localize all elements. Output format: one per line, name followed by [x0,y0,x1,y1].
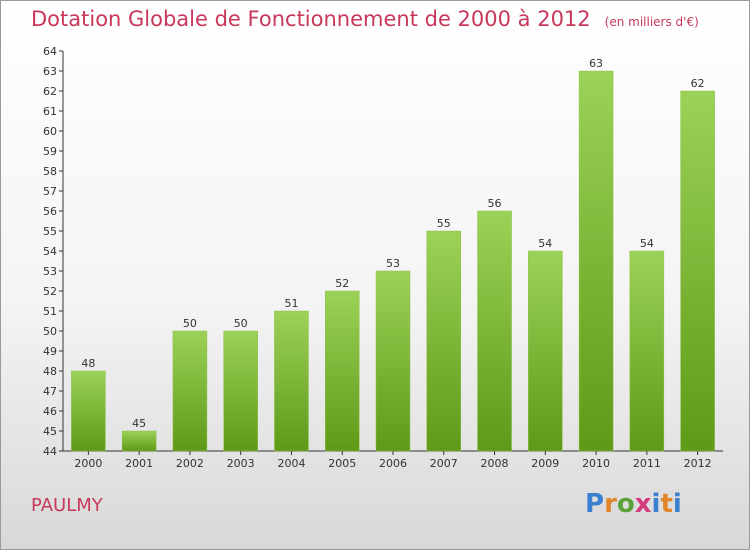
bar-2009 [528,250,563,452]
bar-2003 [223,330,258,452]
logo-letter: t [660,489,673,519]
y-tick-label: 54 [43,245,57,258]
y-tick-label: 52 [43,285,57,298]
x-tick-label-2008: 2008 [481,457,509,470]
bar-2010 [578,70,614,452]
chart-title: Dotation Globale de Fonctionnement de 20… [31,7,699,31]
y-tick-label: 53 [43,265,57,278]
value-label-2000: 48 [81,357,95,370]
y-tick-label: 46 [43,405,57,418]
y-tick-label: 47 [43,385,57,398]
bar-2008 [477,210,512,452]
x-tick-label-2003: 2003 [227,457,255,470]
y-tick-label: 58 [43,165,57,178]
logo-letter: x [634,489,652,519]
value-label-2009: 54 [538,237,552,250]
y-tick-label: 61 [43,105,57,118]
title-text: Dotation Globale de Fonctionnement de 20… [31,7,591,31]
y-tick-label: 57 [43,185,57,198]
bar-2011 [629,250,665,452]
x-tick-label-2001: 2001 [125,457,153,470]
bar-2012 [680,90,715,452]
logo-letter: i [672,489,682,519]
y-tick-label: 50 [43,325,57,338]
value-label-2008: 56 [488,197,502,210]
value-label-2003: 50 [234,317,248,330]
x-tick-label-2007: 2007 [430,457,458,470]
value-label-2002: 50 [183,317,197,330]
bar-2004 [274,310,309,452]
x-tick-label-2005: 2005 [328,457,356,470]
x-tick-label-2009: 2009 [531,457,559,470]
logo-letter: r [604,489,617,519]
title-unit: (en milliers d'€) [604,15,699,29]
value-label-2001: 45 [132,417,146,430]
value-label-2012: 62 [691,77,705,90]
value-label-2010: 63 [589,57,603,70]
value-label-2011: 54 [640,237,654,250]
y-tick-label: 49 [43,345,57,358]
x-tick-label-2012: 2012 [684,457,712,470]
x-tick-label-2010: 2010 [582,457,610,470]
y-tick-label: 55 [43,225,57,238]
y-tick-label: 62 [43,85,57,98]
proxiti-logo: Proxiti [585,489,682,519]
value-label-2004: 51 [284,297,298,310]
value-label-2007: 55 [437,217,451,230]
y-tick-label: 56 [43,205,57,218]
x-tick-label-2004: 2004 [277,457,305,470]
y-tick-label: 64 [43,45,57,58]
commune-name: PAULMY [31,495,103,516]
x-tick-label-2006: 2006 [379,457,407,470]
y-tick-label: 60 [43,125,57,138]
logo-letter: o [616,489,635,519]
value-label-2005: 52 [335,277,349,290]
y-tick-label: 51 [43,305,57,318]
bar-2001 [121,430,157,452]
bar-2000 [71,370,106,452]
value-label-2006: 53 [386,257,400,270]
y-tick-label: 63 [43,65,57,78]
x-tick-label-2011: 2011 [633,457,661,470]
bar-2002 [172,330,208,452]
bar-2007 [426,230,462,452]
y-tick-label: 44 [43,445,57,458]
bar-2006 [375,270,411,452]
logo-letter: i [651,489,661,519]
logo-letter: P [585,489,605,519]
y-tick-label: 48 [43,365,57,378]
y-tick-label: 59 [43,145,57,158]
x-tick-label-2002: 2002 [176,457,204,470]
bar-2005 [324,290,360,452]
y-tick-label: 45 [43,425,57,438]
x-tick-label-2000: 2000 [74,457,102,470]
